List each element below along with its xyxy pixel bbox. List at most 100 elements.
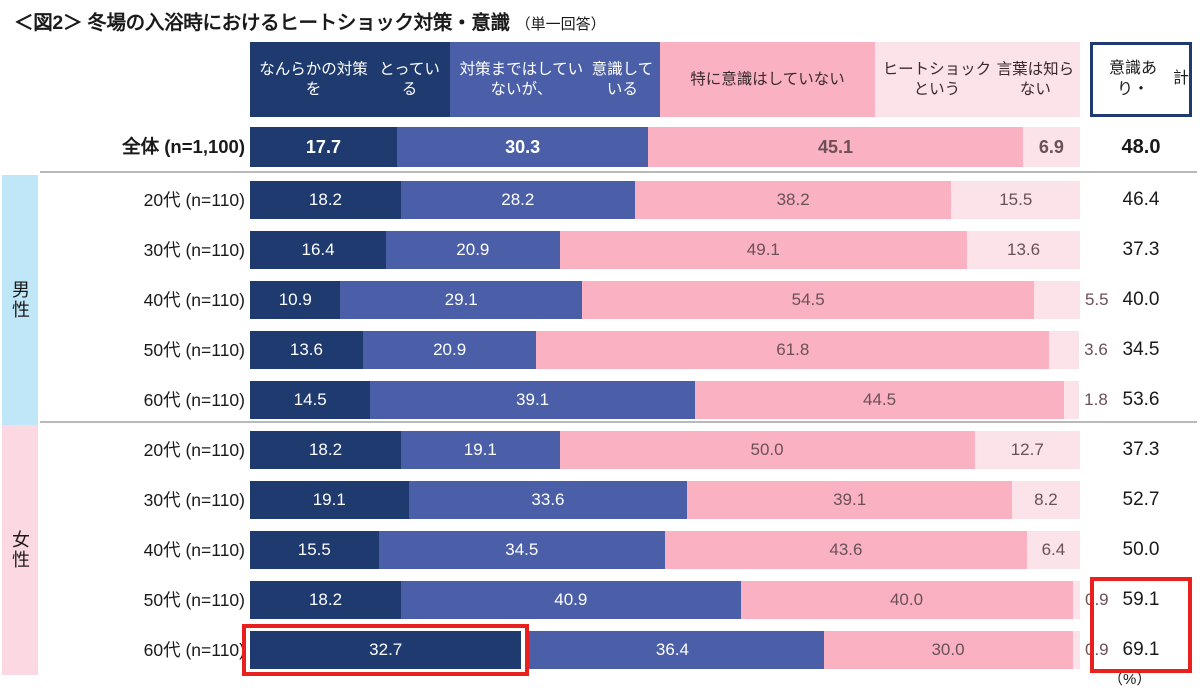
segment-value: 33.6 xyxy=(531,490,565,509)
chart-row: 30代 (n=110) 16.4 20.9 49.1 13.6 37.3 xyxy=(0,225,1200,275)
highlight-bar-fill: 32.7 xyxy=(250,631,522,669)
chart-row: 60代 (n=110) 32.7 36.4 30.0 0.9 69.1 xyxy=(0,625,1200,675)
legend-label-line: なんらかの対策を xyxy=(259,60,368,98)
segment-measure-taken: 13.6 xyxy=(250,331,363,369)
row-total-value: 50.0 xyxy=(1122,539,1160,560)
row-bar-track: 17.7 30.3 45.1 6.9 xyxy=(250,127,1080,167)
segment-value: 36.4 xyxy=(655,640,689,659)
total-column-header-line: 計 xyxy=(1172,70,1189,88)
row-label: 60代 (n=110) xyxy=(143,640,245,660)
legend-label-line: ヒートショックという xyxy=(882,60,992,98)
segment-value: 6.4 xyxy=(1041,540,1066,559)
segment-value: 40.0 xyxy=(889,590,924,609)
row-bar-track: 18.2 40.9 40.0 0.9 xyxy=(250,581,1109,619)
segment-value: 29.1 xyxy=(444,290,478,309)
segment-value: 16.4 xyxy=(301,240,335,259)
segment-aware-only: 33.6 xyxy=(408,481,688,519)
segment-aware-only: 19.1 xyxy=(401,431,560,469)
segment-value: 50.0 xyxy=(750,440,784,459)
segment-unknown-term: 8.2 xyxy=(1011,481,1080,519)
page-subtitle: （単一回答） xyxy=(515,16,606,33)
legend-item-measure-taken: なんらかの対策を とっている xyxy=(250,42,450,117)
chart-row: 30代 (n=110) 19.1 33.6 39.1 8.2 52.7 xyxy=(0,475,1200,525)
segment-value: 39.1 xyxy=(833,490,867,509)
row-label: 30代 (n=110) xyxy=(143,490,245,510)
segment-value: 17.7 xyxy=(305,136,341,157)
row-total-value: 59.1 xyxy=(1122,589,1160,610)
segment-value: 43.6 xyxy=(829,540,863,559)
legend-label-line: 言葉は知らない xyxy=(996,60,1075,98)
row-total-value: 37.3 xyxy=(1122,439,1160,460)
segment-measure-taken: 18.2 xyxy=(250,181,401,219)
segment-value: 32.7 xyxy=(369,640,403,659)
segment-not-aware: 40.0 xyxy=(740,581,1073,619)
segment-measure-taken: 16.4 xyxy=(250,231,387,269)
segment-value: 15.5 xyxy=(297,540,331,559)
group-separator xyxy=(40,421,1197,423)
segment-value: 38.2 xyxy=(776,190,810,209)
group-separator xyxy=(40,171,1197,173)
segment-value: 15.5 xyxy=(999,190,1033,209)
segment-value: 54.5 xyxy=(791,290,825,309)
chart-row: 20代 (n=110) 18.2 19.1 50.0 12.7 37.3 xyxy=(0,425,1200,475)
segment-measure-taken: 10.9 xyxy=(250,281,341,319)
segment-value: 6.9 xyxy=(1038,136,1064,157)
segment-value: 20.9 xyxy=(433,340,467,359)
segment-value: 1.8 xyxy=(1084,390,1108,409)
segment-measure-taken: 14.5 xyxy=(250,381,371,419)
segment-not-aware: 49.1 xyxy=(559,231,968,269)
segment-value: 18.2 xyxy=(308,590,343,609)
segment-aware-only: 36.4 xyxy=(521,631,824,669)
row-label: 50代 (n=110) xyxy=(143,590,245,610)
row-label: 20代 (n=110) xyxy=(143,190,245,210)
page-title: ＜図2＞ 冬場の入浴時におけるヒートショック対策・意識 xyxy=(14,12,510,34)
segment-aware-only: 30.3 xyxy=(396,127,649,167)
segment-not-aware: 61.8 xyxy=(536,331,1050,369)
segment-unknown-term: 12.7 xyxy=(974,431,1080,469)
chart-row: 50代 (n=110) 18.2 40.9 40.0 0.9 59.1 xyxy=(0,575,1200,625)
chart-row: 40代 (n=110) 15.5 34.5 43.6 6.4 50.0 xyxy=(0,525,1200,575)
segment-measure-taken: 17.7 xyxy=(250,127,397,167)
total-column-header-line: 意識あり・ xyxy=(1108,59,1157,98)
segment-unknown-term: 5.5 xyxy=(1034,281,1109,319)
row-total-value: 40.0 xyxy=(1122,289,1160,310)
row-label: 40代 (n=110) xyxy=(143,290,245,310)
segment-measure-taken: 18.2 xyxy=(250,431,402,469)
row-bar-track: 19.1 33.6 39.1 8.2 xyxy=(250,481,1080,519)
row-bar-track: 13.6 20.9 61.8 3.6 xyxy=(250,331,1108,369)
legend-item-unknown-term: ヒートショックという 言葉は知らない xyxy=(875,42,1080,117)
row-bar-track: 15.5 34.5 43.6 6.4 xyxy=(250,531,1080,569)
segment-not-aware: 43.6 xyxy=(664,531,1027,569)
segment-value: 30.3 xyxy=(505,136,541,157)
row-label: 全体 (n=1,100) xyxy=(122,136,245,157)
row-label: 20代 (n=110) xyxy=(143,440,245,460)
row-bar-track: 18.2 19.1 50.0 12.7 xyxy=(250,431,1080,469)
row-total-value: 52.7 xyxy=(1122,489,1160,510)
segment-unknown-term: 1.8 xyxy=(1064,381,1108,419)
segment-aware-only: 40.9 xyxy=(401,581,741,619)
segment-value: 34.5 xyxy=(505,540,539,559)
chart-row: 40代 (n=110) 10.9 29.1 54.5 5.5 40.0 xyxy=(0,275,1200,325)
legend-label-line: 対策まではしていないが、 xyxy=(459,60,584,98)
segment-value: 20.9 xyxy=(456,240,490,259)
legend-label-line: とっている xyxy=(379,60,440,98)
total-column-header: 意識あり・計 xyxy=(1090,42,1192,117)
row-label: 40代 (n=110) xyxy=(143,540,245,560)
row-total-value: 34.5 xyxy=(1122,339,1160,360)
segment-value: 18.2 xyxy=(308,440,343,459)
segment-aware-only: 34.5 xyxy=(378,531,665,569)
segment-not-aware: 45.1 xyxy=(648,127,1023,167)
row-bar-track: 18.2 28.2 38.2 15.5 xyxy=(250,181,1080,219)
segment-measure-taken: 19.1 xyxy=(250,481,409,519)
segment-unknown-term: 0.9 xyxy=(1072,581,1109,619)
chart-legend: なんらかの対策を とっている 対策まではしていないが、 意識している 特に意識は して… xyxy=(250,42,1080,117)
row-total-value: 48.0 xyxy=(1121,136,1161,158)
row-bar-track: 14.5 39.1 44.5 1.8 xyxy=(250,381,1108,419)
segment-value: 13.6 xyxy=(1006,240,1041,259)
segment-value: 13.6 xyxy=(289,340,323,359)
segment-unknown-term: 6.9 xyxy=(1022,127,1080,167)
segment-value: 61.8 xyxy=(776,340,810,359)
segment-value: 5.5 xyxy=(1084,290,1109,309)
segment-value: 39.1 xyxy=(516,390,550,409)
row-total-value: 37.3 xyxy=(1122,239,1160,260)
